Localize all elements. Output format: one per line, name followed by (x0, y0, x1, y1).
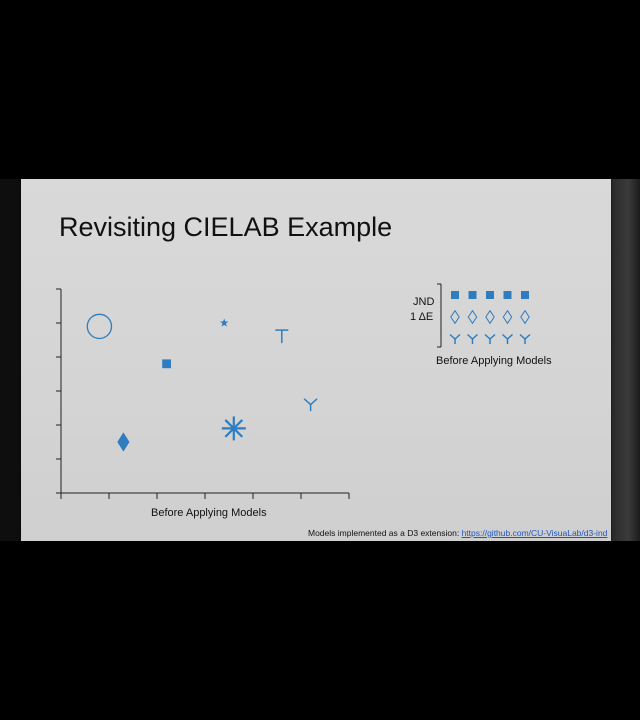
jnd-mark-diamond-outline (520, 309, 530, 325)
footer-note: Models implemented as a D3 extension: ht… (308, 528, 607, 538)
jnd-mark-diamond-outline (485, 309, 495, 325)
jnd-mark-square (451, 291, 459, 299)
jnd-legend-chart (437, 283, 531, 348)
jnd-mark-y-shape (466, 333, 479, 344)
jnd-mark-y-shape (484, 333, 496, 344)
delta-e-label: 1 ΔE (410, 311, 434, 323)
scatter-point-asterisk (221, 416, 246, 441)
jnd-label: JND (413, 296, 435, 308)
jnd-mark-square (521, 291, 529, 299)
scatter-point-y-shape (303, 398, 318, 412)
scatter-point-diamond (117, 432, 130, 452)
scatter-point-t-shape (275, 329, 289, 344)
scatter-point-star (219, 318, 229, 327)
jnd-mark-y-shape (501, 333, 514, 344)
footer-text: Models implemented as a D3 extension: (308, 528, 462, 538)
chart-caption: Before Applying Models (151, 507, 267, 519)
left-edge-strip (0, 179, 21, 541)
slide-title: Revisiting CIELAB Example (59, 212, 393, 242)
jnd-mark-diamond-outline (467, 309, 478, 325)
jnd-mark-square (486, 291, 494, 299)
jnd-mark-y-shape (519, 333, 531, 344)
scatter-chart (56, 288, 350, 499)
right-edge-strip (611, 179, 640, 541)
jnd-mark-diamond-outline (450, 309, 460, 325)
jnd-mark-square (468, 291, 477, 299)
scatter-point-square (162, 359, 171, 369)
jnd-mark-y-shape (449, 333, 461, 344)
scatter-point-circle (86, 313, 113, 340)
footer-link[interactable]: https://github.com/CU-VisuaLab/d3-ind (461, 528, 608, 538)
jnd-mark-diamond-outline (502, 309, 513, 325)
jnd-mark-square (503, 291, 512, 299)
presentation-slide: Revisiting CIELAB Example Before Applyin… (21, 179, 611, 541)
jnd-caption: Before Applying Models (436, 355, 552, 367)
